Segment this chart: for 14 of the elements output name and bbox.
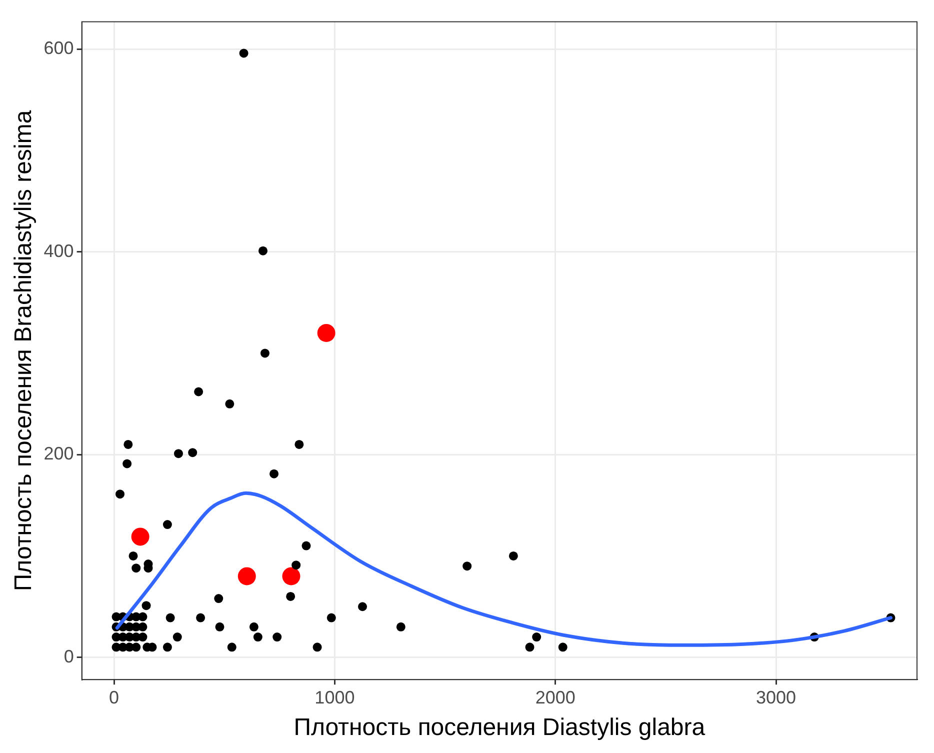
point xyxy=(238,567,256,586)
y-axis-title: Плотность поселения Brachidiastylis resima xyxy=(10,110,38,592)
x-axis-title: Плотность поселения Diastylis glabra xyxy=(294,714,706,742)
point xyxy=(317,324,336,342)
x-tick-label: 1000 xyxy=(314,687,355,708)
y-tick-label: 200 xyxy=(44,444,74,464)
x-tick-label: 3000 xyxy=(756,687,796,708)
y-tick-label: 0 xyxy=(64,646,74,666)
x-tick-label: 0 xyxy=(109,687,120,708)
y-tick-label: 400 xyxy=(44,240,74,261)
point xyxy=(282,567,300,586)
point xyxy=(131,528,150,546)
x-tick-label: 2000 xyxy=(535,687,576,708)
y-tick-label: 600 xyxy=(44,38,74,58)
